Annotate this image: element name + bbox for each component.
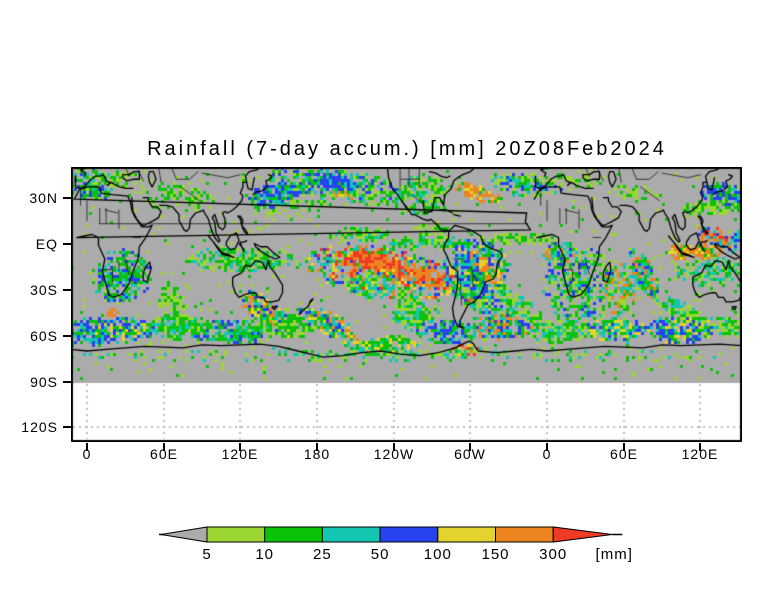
- x-axis-tick-label: 60E: [610, 446, 638, 462]
- colorbar-above-max-arrow: [552, 526, 613, 543]
- x-axis-tick: [163, 443, 165, 451]
- y-axis-tick-label: 30N: [29, 190, 58, 206]
- colorbar-segment: [321, 526, 381, 543]
- x-axis-tick: [699, 443, 701, 451]
- y-axis-tick: [63, 197, 71, 199]
- colorbar-segment: [206, 526, 266, 543]
- x-axis-tick: [86, 443, 88, 451]
- colorbar-segment: [495, 526, 554, 543]
- colorbar-threshold-label: 50: [371, 546, 390, 563]
- x-axis-tick-label: 0: [82, 446, 92, 462]
- y-axis-tick-label: 30S: [30, 282, 58, 298]
- x-axis-tick-label: 180: [303, 446, 331, 462]
- x-axis-tick-label: 60E: [150, 446, 178, 462]
- y-axis-tick-label: 60S: [30, 328, 58, 344]
- y-axis-tick-label: 120S: [21, 419, 58, 435]
- rainfall-map-canvas: [71, 167, 742, 442]
- x-axis-tick: [393, 443, 395, 451]
- x-axis-tick: [316, 443, 318, 451]
- x-axis-tick: [546, 443, 548, 451]
- y-axis-tick-label: EQ: [35, 236, 58, 252]
- colorbar-threshold-label: 25: [313, 546, 332, 563]
- colorbar-below-min-arrow: [160, 526, 208, 543]
- colorbar-svg: 5 10 25 50 100 150 300 [mm]: [159, 526, 633, 563]
- colorbar-threshold-label: 300: [539, 546, 567, 563]
- y-axis-tick: [63, 289, 71, 291]
- colorbar-unit-label: [mm]: [596, 546, 633, 563]
- colorbar-threshold-label: 5: [202, 546, 211, 563]
- x-axis-tick-label: 0: [542, 446, 552, 462]
- y-axis-tick: [63, 426, 71, 428]
- page-title: Rainfall (7-day accum.) [mm] 20Z08Feb202…: [147, 138, 667, 160]
- y-axis-tick: [63, 335, 71, 337]
- y-axis-tick-label: 90S: [30, 374, 58, 390]
- colorbar-segment: [379, 526, 439, 543]
- colorbar-legend: 5 10 25 50 100 150 300 [mm]: [158, 522, 668, 571]
- x-axis-tick: [239, 443, 241, 451]
- x-axis-tick-label: 60W: [454, 446, 486, 462]
- colorbar-segment: [264, 526, 323, 543]
- y-axis-tick: [63, 381, 71, 383]
- y-axis-tick: [63, 243, 71, 245]
- colorbar-segment: [437, 526, 496, 543]
- colorbar-threshold-label: 150: [481, 546, 509, 563]
- x-axis-tick-label: 120E: [681, 446, 719, 462]
- x-axis-tick-label: 120E: [221, 446, 259, 462]
- x-axis-tick: [469, 443, 471, 451]
- x-axis-tick: [623, 443, 625, 451]
- x-axis-tick-label: 120W: [373, 446, 415, 462]
- colorbar-threshold-label: 10: [255, 546, 274, 563]
- colorbar-threshold-label: 100: [424, 546, 452, 563]
